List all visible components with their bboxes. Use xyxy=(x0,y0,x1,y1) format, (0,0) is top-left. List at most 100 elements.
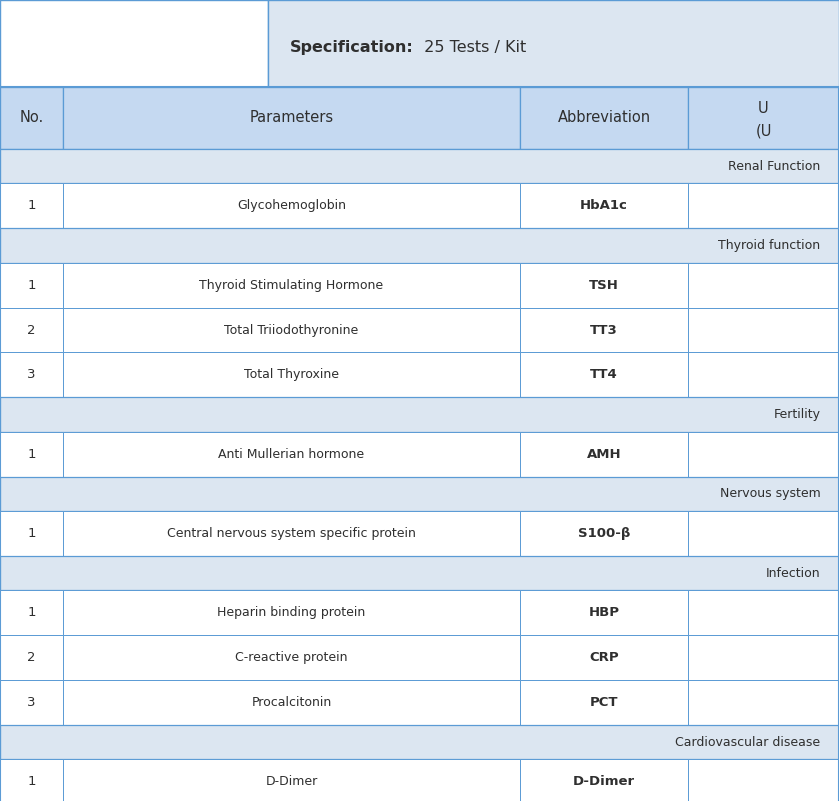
Text: HbA1c: HbA1c xyxy=(580,199,628,212)
Bar xyxy=(520,635,688,680)
Bar xyxy=(63,308,520,352)
Bar xyxy=(0,556,839,590)
Bar xyxy=(0,149,839,183)
Bar xyxy=(688,352,839,397)
Text: 3: 3 xyxy=(27,696,36,709)
Text: 1: 1 xyxy=(27,606,36,619)
Text: 25 Tests / Kit: 25 Tests / Kit xyxy=(414,40,526,55)
Text: TT3: TT3 xyxy=(590,324,618,336)
Text: Nervous system: Nervous system xyxy=(720,487,821,501)
Bar xyxy=(0,635,63,680)
Bar xyxy=(0,263,839,308)
Text: Renal Function: Renal Function xyxy=(728,159,821,173)
Text: D-Dimer: D-Dimer xyxy=(573,775,635,788)
Text: TSH: TSH xyxy=(589,279,619,292)
Bar xyxy=(0,590,63,635)
Text: PCT: PCT xyxy=(590,696,618,709)
Text: Parameters: Parameters xyxy=(249,111,334,125)
Bar xyxy=(0,590,839,635)
Bar xyxy=(688,635,839,680)
Text: Procalcitonin: Procalcitonin xyxy=(252,696,331,709)
Bar xyxy=(0,228,839,263)
Bar xyxy=(0,477,839,511)
Bar xyxy=(688,511,839,556)
Text: Thyroid function: Thyroid function xyxy=(718,239,821,252)
Text: U: U xyxy=(758,101,769,116)
Text: 1: 1 xyxy=(27,527,36,540)
Bar xyxy=(63,635,520,680)
Text: Anti Mullerian hormone: Anti Mullerian hormone xyxy=(218,448,365,461)
Bar xyxy=(0,0,268,87)
Bar xyxy=(688,590,839,635)
Text: Total Thyroxine: Total Thyroxine xyxy=(244,368,339,381)
Text: No.: No. xyxy=(19,111,44,125)
Bar xyxy=(0,759,839,801)
Text: Central nervous system specific protein: Central nervous system specific protein xyxy=(167,527,416,540)
Bar xyxy=(0,635,839,680)
Text: TT4: TT4 xyxy=(590,368,618,381)
Bar xyxy=(0,680,63,725)
Bar xyxy=(0,87,63,149)
Bar xyxy=(520,511,688,556)
Bar xyxy=(0,352,839,397)
Bar xyxy=(520,308,688,352)
Bar xyxy=(0,432,839,477)
Bar xyxy=(0,759,63,801)
Text: Abbreviation: Abbreviation xyxy=(558,111,650,125)
Bar xyxy=(520,759,688,801)
Text: Glycohemoglobin: Glycohemoglobin xyxy=(237,199,346,212)
Bar xyxy=(520,352,688,397)
Bar xyxy=(0,308,63,352)
Bar xyxy=(0,680,839,725)
Bar xyxy=(520,263,688,308)
Bar xyxy=(688,680,839,725)
Bar xyxy=(63,87,520,149)
Text: 1: 1 xyxy=(27,199,36,212)
Text: S100-β: S100-β xyxy=(578,527,630,540)
Bar xyxy=(520,183,688,228)
Text: D-Dimer: D-Dimer xyxy=(265,775,318,788)
Bar xyxy=(63,183,520,228)
Bar xyxy=(0,183,839,228)
Bar xyxy=(0,725,839,759)
Text: Total Triiodothyronine: Total Triiodothyronine xyxy=(224,324,359,336)
Bar xyxy=(688,308,839,352)
Bar xyxy=(0,511,63,556)
Bar xyxy=(0,432,63,477)
Text: 1: 1 xyxy=(27,448,36,461)
Bar xyxy=(63,511,520,556)
Bar xyxy=(63,263,520,308)
Bar xyxy=(63,590,520,635)
Bar xyxy=(520,432,688,477)
Text: Heparin binding protein: Heparin binding protein xyxy=(217,606,366,619)
Text: HBP: HBP xyxy=(589,606,619,619)
Bar xyxy=(520,590,688,635)
Text: (U: (U xyxy=(755,124,772,139)
Text: CRP: CRP xyxy=(589,651,619,664)
Bar xyxy=(63,352,520,397)
Text: 1: 1 xyxy=(27,279,36,292)
Bar xyxy=(688,87,839,149)
Text: Specification:: Specification: xyxy=(289,40,413,55)
Bar xyxy=(0,308,839,352)
Bar xyxy=(688,183,839,228)
Bar xyxy=(63,432,520,477)
Bar xyxy=(520,680,688,725)
Text: AMH: AMH xyxy=(586,448,622,461)
Text: 3: 3 xyxy=(27,368,36,381)
Bar xyxy=(688,759,839,801)
Bar xyxy=(0,397,839,432)
Bar xyxy=(0,183,63,228)
Text: 2: 2 xyxy=(27,651,36,664)
Bar xyxy=(0,511,839,556)
Text: Thyroid Stimulating Hormone: Thyroid Stimulating Hormone xyxy=(200,279,383,292)
Text: C-reactive protein: C-reactive protein xyxy=(235,651,348,664)
Text: 2: 2 xyxy=(27,324,36,336)
Text: Fertility: Fertility xyxy=(774,408,821,421)
Bar xyxy=(0,352,63,397)
Bar xyxy=(688,432,839,477)
Text: 1: 1 xyxy=(27,775,36,788)
Bar xyxy=(520,87,688,149)
Bar xyxy=(63,759,520,801)
Bar xyxy=(268,0,839,87)
